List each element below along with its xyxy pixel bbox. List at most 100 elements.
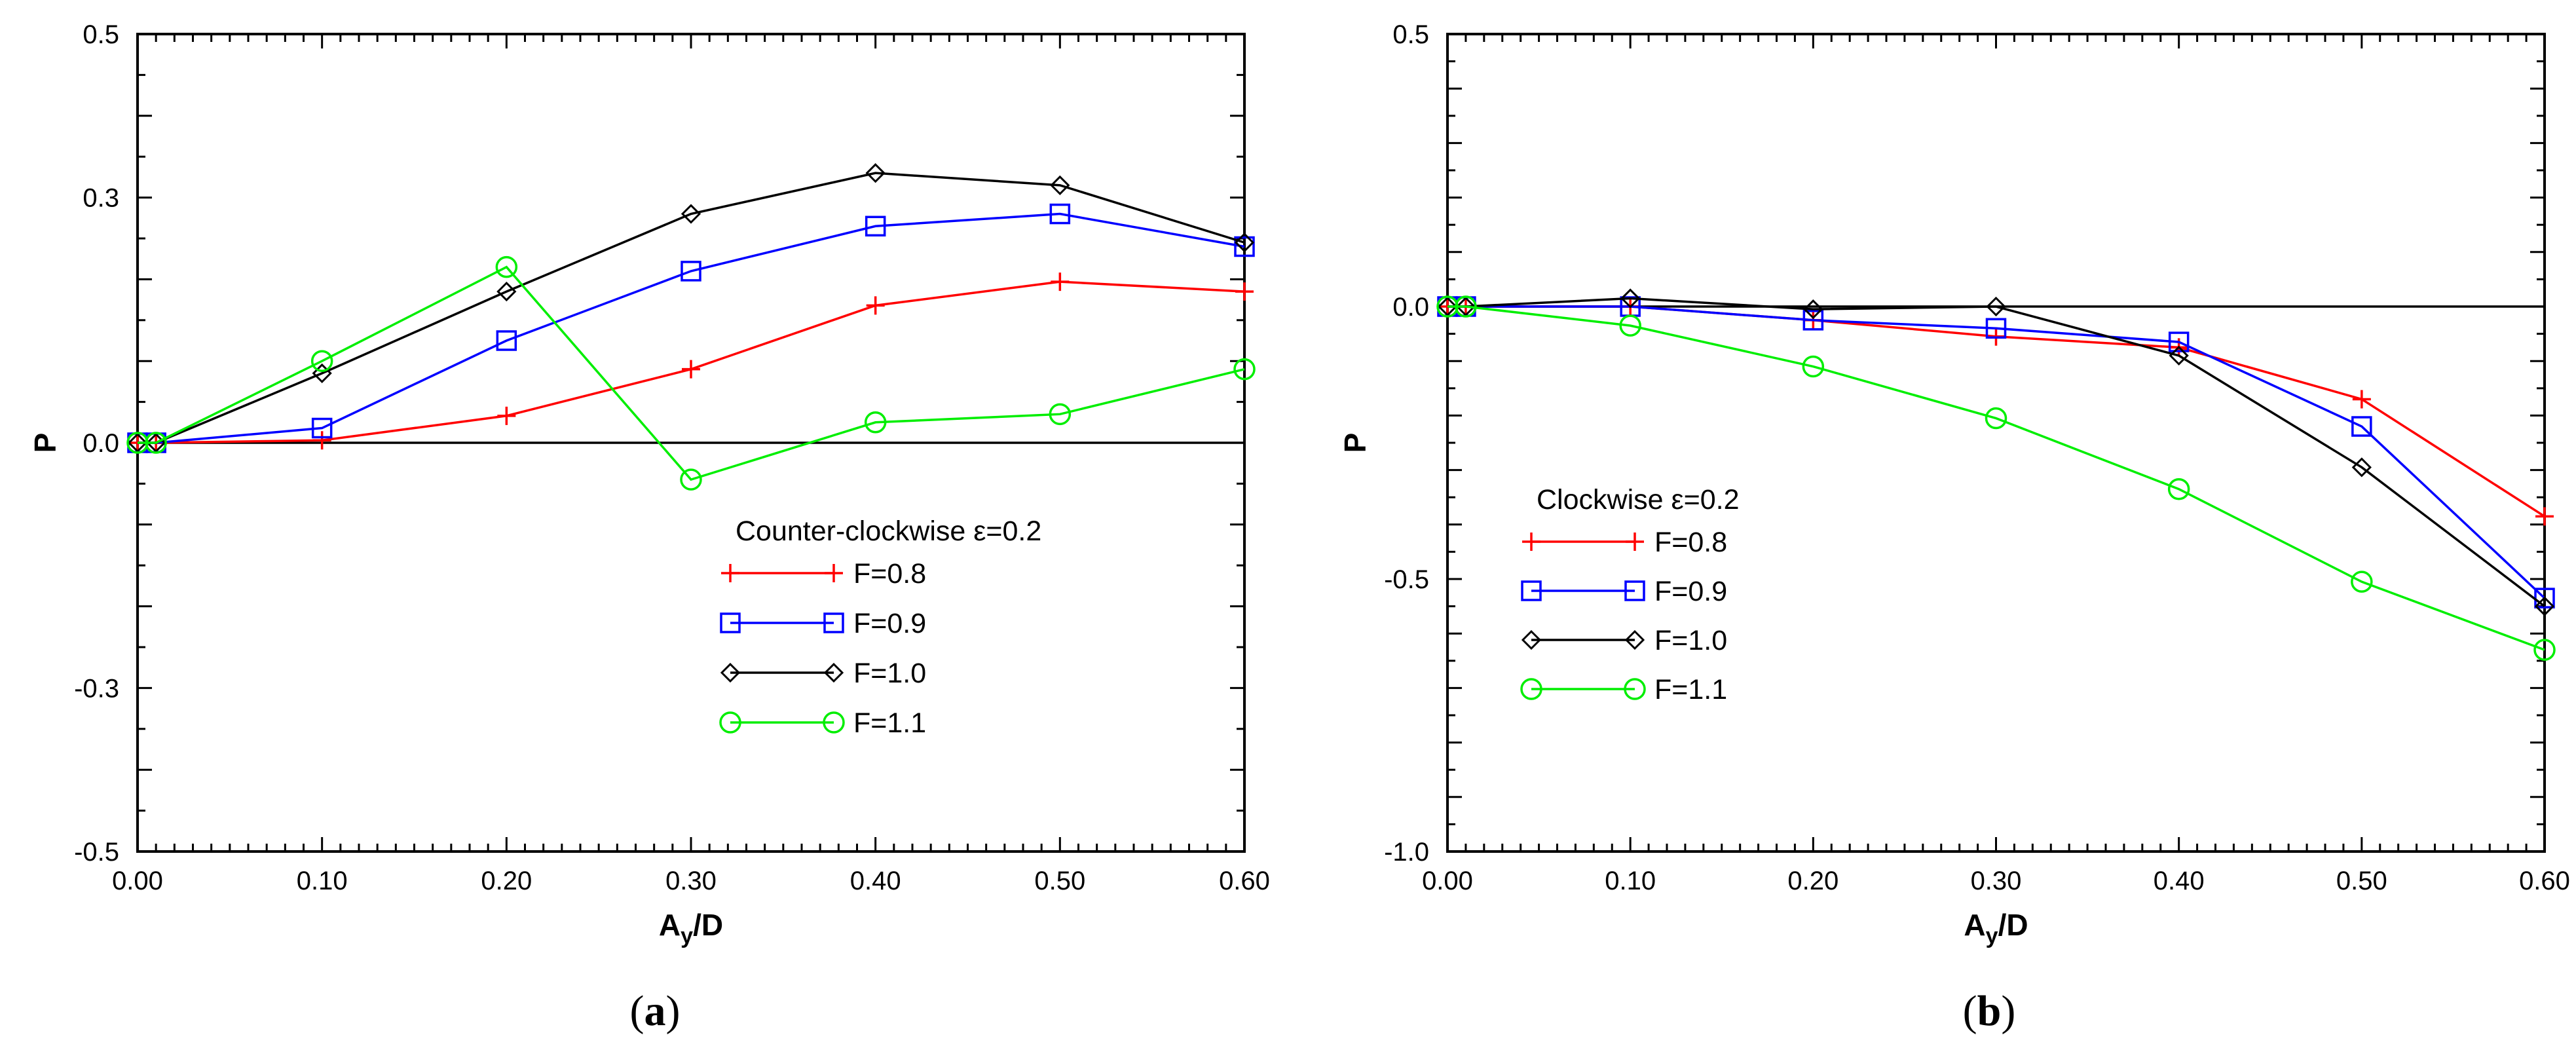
legend-marker bbox=[823, 612, 844, 633]
x-tick-label: 0.50 bbox=[1034, 867, 1085, 895]
data-point bbox=[145, 432, 167, 454]
data-point bbox=[2169, 345, 2189, 366]
x-tick-label: 0.50 bbox=[2336, 867, 2387, 895]
data-point bbox=[495, 255, 518, 278]
y-tick-label: -1.0 bbox=[1384, 838, 1429, 867]
x-tick-label: 0.40 bbox=[2154, 867, 2205, 895]
data-point bbox=[680, 468, 702, 491]
legend-marker bbox=[719, 711, 741, 734]
y-axis-title: P bbox=[28, 433, 62, 453]
x-tick-label: 0.30 bbox=[665, 867, 717, 895]
y-tick-label: -0.3 bbox=[74, 674, 119, 703]
y-tick-label: -0.5 bbox=[74, 838, 119, 867]
data-point bbox=[681, 204, 701, 224]
series-line bbox=[1447, 305, 2546, 599]
legend-label: F=1.0 bbox=[853, 658, 926, 689]
data-point bbox=[1436, 295, 1459, 318]
legend-label: F=1.1 bbox=[853, 707, 926, 739]
series-F=1.0 bbox=[127, 163, 1255, 453]
data-point bbox=[2352, 390, 2371, 409]
legend: Clockwise ε=0.2 F=0.8 F=0.9 F=1.0 F=1.1 bbox=[1520, 484, 1740, 705]
legend-title: Counter-clockwise ε=0.2 bbox=[736, 515, 1041, 547]
data-point bbox=[2534, 596, 2555, 616]
data-point bbox=[1234, 233, 1255, 253]
data-point bbox=[682, 360, 700, 379]
data-point bbox=[1050, 175, 1070, 196]
legend-marker bbox=[823, 711, 845, 734]
data-point bbox=[1620, 288, 1641, 309]
data-point bbox=[496, 330, 517, 351]
y-tick-label: 0.0 bbox=[1392, 293, 1429, 322]
legend-label: F=0.9 bbox=[1654, 576, 1727, 607]
data-point bbox=[2351, 457, 2372, 477]
data-point bbox=[681, 261, 701, 282]
series-line bbox=[1447, 297, 2546, 607]
x-tick-label: 0.40 bbox=[850, 867, 901, 895]
data-point bbox=[864, 411, 887, 434]
legend-marker bbox=[1626, 533, 1644, 551]
series-line bbox=[138, 265, 1245, 481]
data-point bbox=[1985, 318, 2007, 339]
data-point bbox=[1802, 355, 1825, 378]
panel-b: 0.00 0.10 0.20 0.30 0.40 0.50 0.60 -1.0 -0.5 0.0 0… bbox=[1338, 20, 2570, 1035]
x-tick-label: 0.20 bbox=[481, 867, 532, 895]
x-tick-label: 0.20 bbox=[1787, 867, 1839, 895]
data-point bbox=[1049, 203, 1071, 225]
x-tick-label: 0.60 bbox=[1219, 867, 1270, 895]
series-F=0.9 bbox=[127, 203, 1255, 453]
panel-label: (a) bbox=[630, 987, 681, 1035]
panel-a: 0.00 0.10 0.20 0.30 0.40 0.50 0.60 -0.5 -0.3 0.0 0… bbox=[28, 20, 1270, 1035]
data-point bbox=[312, 431, 331, 450]
y-axis-title: P bbox=[1338, 433, 1372, 453]
legend-marker bbox=[1522, 533, 1540, 551]
series-F=1.1 bbox=[126, 255, 1256, 491]
legend-marker bbox=[720, 662, 741, 683]
y-tick-label: 0.0 bbox=[83, 429, 119, 458]
data-point bbox=[1986, 296, 2006, 317]
data-point bbox=[1803, 299, 1823, 320]
x-tick-label: 0.10 bbox=[1605, 867, 1656, 895]
data-point bbox=[2167, 477, 2190, 500]
y-tick-label: -0.5 bbox=[1384, 565, 1429, 594]
data-point bbox=[311, 417, 333, 439]
data-point bbox=[1619, 314, 1641, 337]
legend: Counter-clockwise ε=0.2 F=0.8 F=0.9 F=1.0 F=… bbox=[719, 515, 1041, 739]
legend-label: F=1.1 bbox=[1654, 674, 1727, 705]
data-point bbox=[1234, 236, 1255, 257]
x-tick-label: 0.00 bbox=[1422, 867, 1473, 895]
plot-frame bbox=[1446, 33, 2546, 853]
legend-marker bbox=[825, 564, 843, 582]
data-point bbox=[1455, 295, 1477, 318]
data-point bbox=[1802, 310, 1824, 331]
series-F=1.1 bbox=[1436, 295, 2556, 661]
series-line bbox=[138, 212, 1245, 444]
data-point bbox=[865, 163, 886, 183]
data-point bbox=[1049, 403, 1072, 426]
data-point bbox=[1235, 282, 1254, 301]
data-point bbox=[312, 363, 332, 384]
y-tick-label: 0.5 bbox=[83, 20, 119, 49]
legend-marker bbox=[720, 612, 741, 633]
series-F=0.8 bbox=[128, 272, 1254, 452]
data-point bbox=[126, 432, 149, 454]
data-point bbox=[127, 432, 148, 453]
series-line bbox=[1447, 305, 2545, 651]
legend-marker bbox=[721, 564, 739, 582]
data-point bbox=[1233, 358, 1256, 381]
y-tick-label: 0.5 bbox=[1392, 20, 1429, 49]
x-tick-label: 0.30 bbox=[1971, 867, 2022, 895]
x-tick-label: 0.00 bbox=[112, 867, 163, 895]
x-tick-label: 0.10 bbox=[297, 867, 348, 895]
data-point bbox=[2533, 639, 2556, 661]
data-point bbox=[2351, 416, 2372, 437]
data-point bbox=[1437, 296, 1458, 317]
series-line bbox=[138, 280, 1245, 444]
data-point bbox=[1985, 407, 2007, 430]
data-point bbox=[2535, 507, 2554, 526]
data-point bbox=[2351, 571, 2373, 593]
legend-title: Clockwise ε=0.2 bbox=[1537, 484, 1740, 515]
legend-marker bbox=[1521, 580, 1542, 601]
data-point bbox=[865, 215, 886, 237]
x-tick-label: 0.60 bbox=[2519, 867, 2570, 895]
